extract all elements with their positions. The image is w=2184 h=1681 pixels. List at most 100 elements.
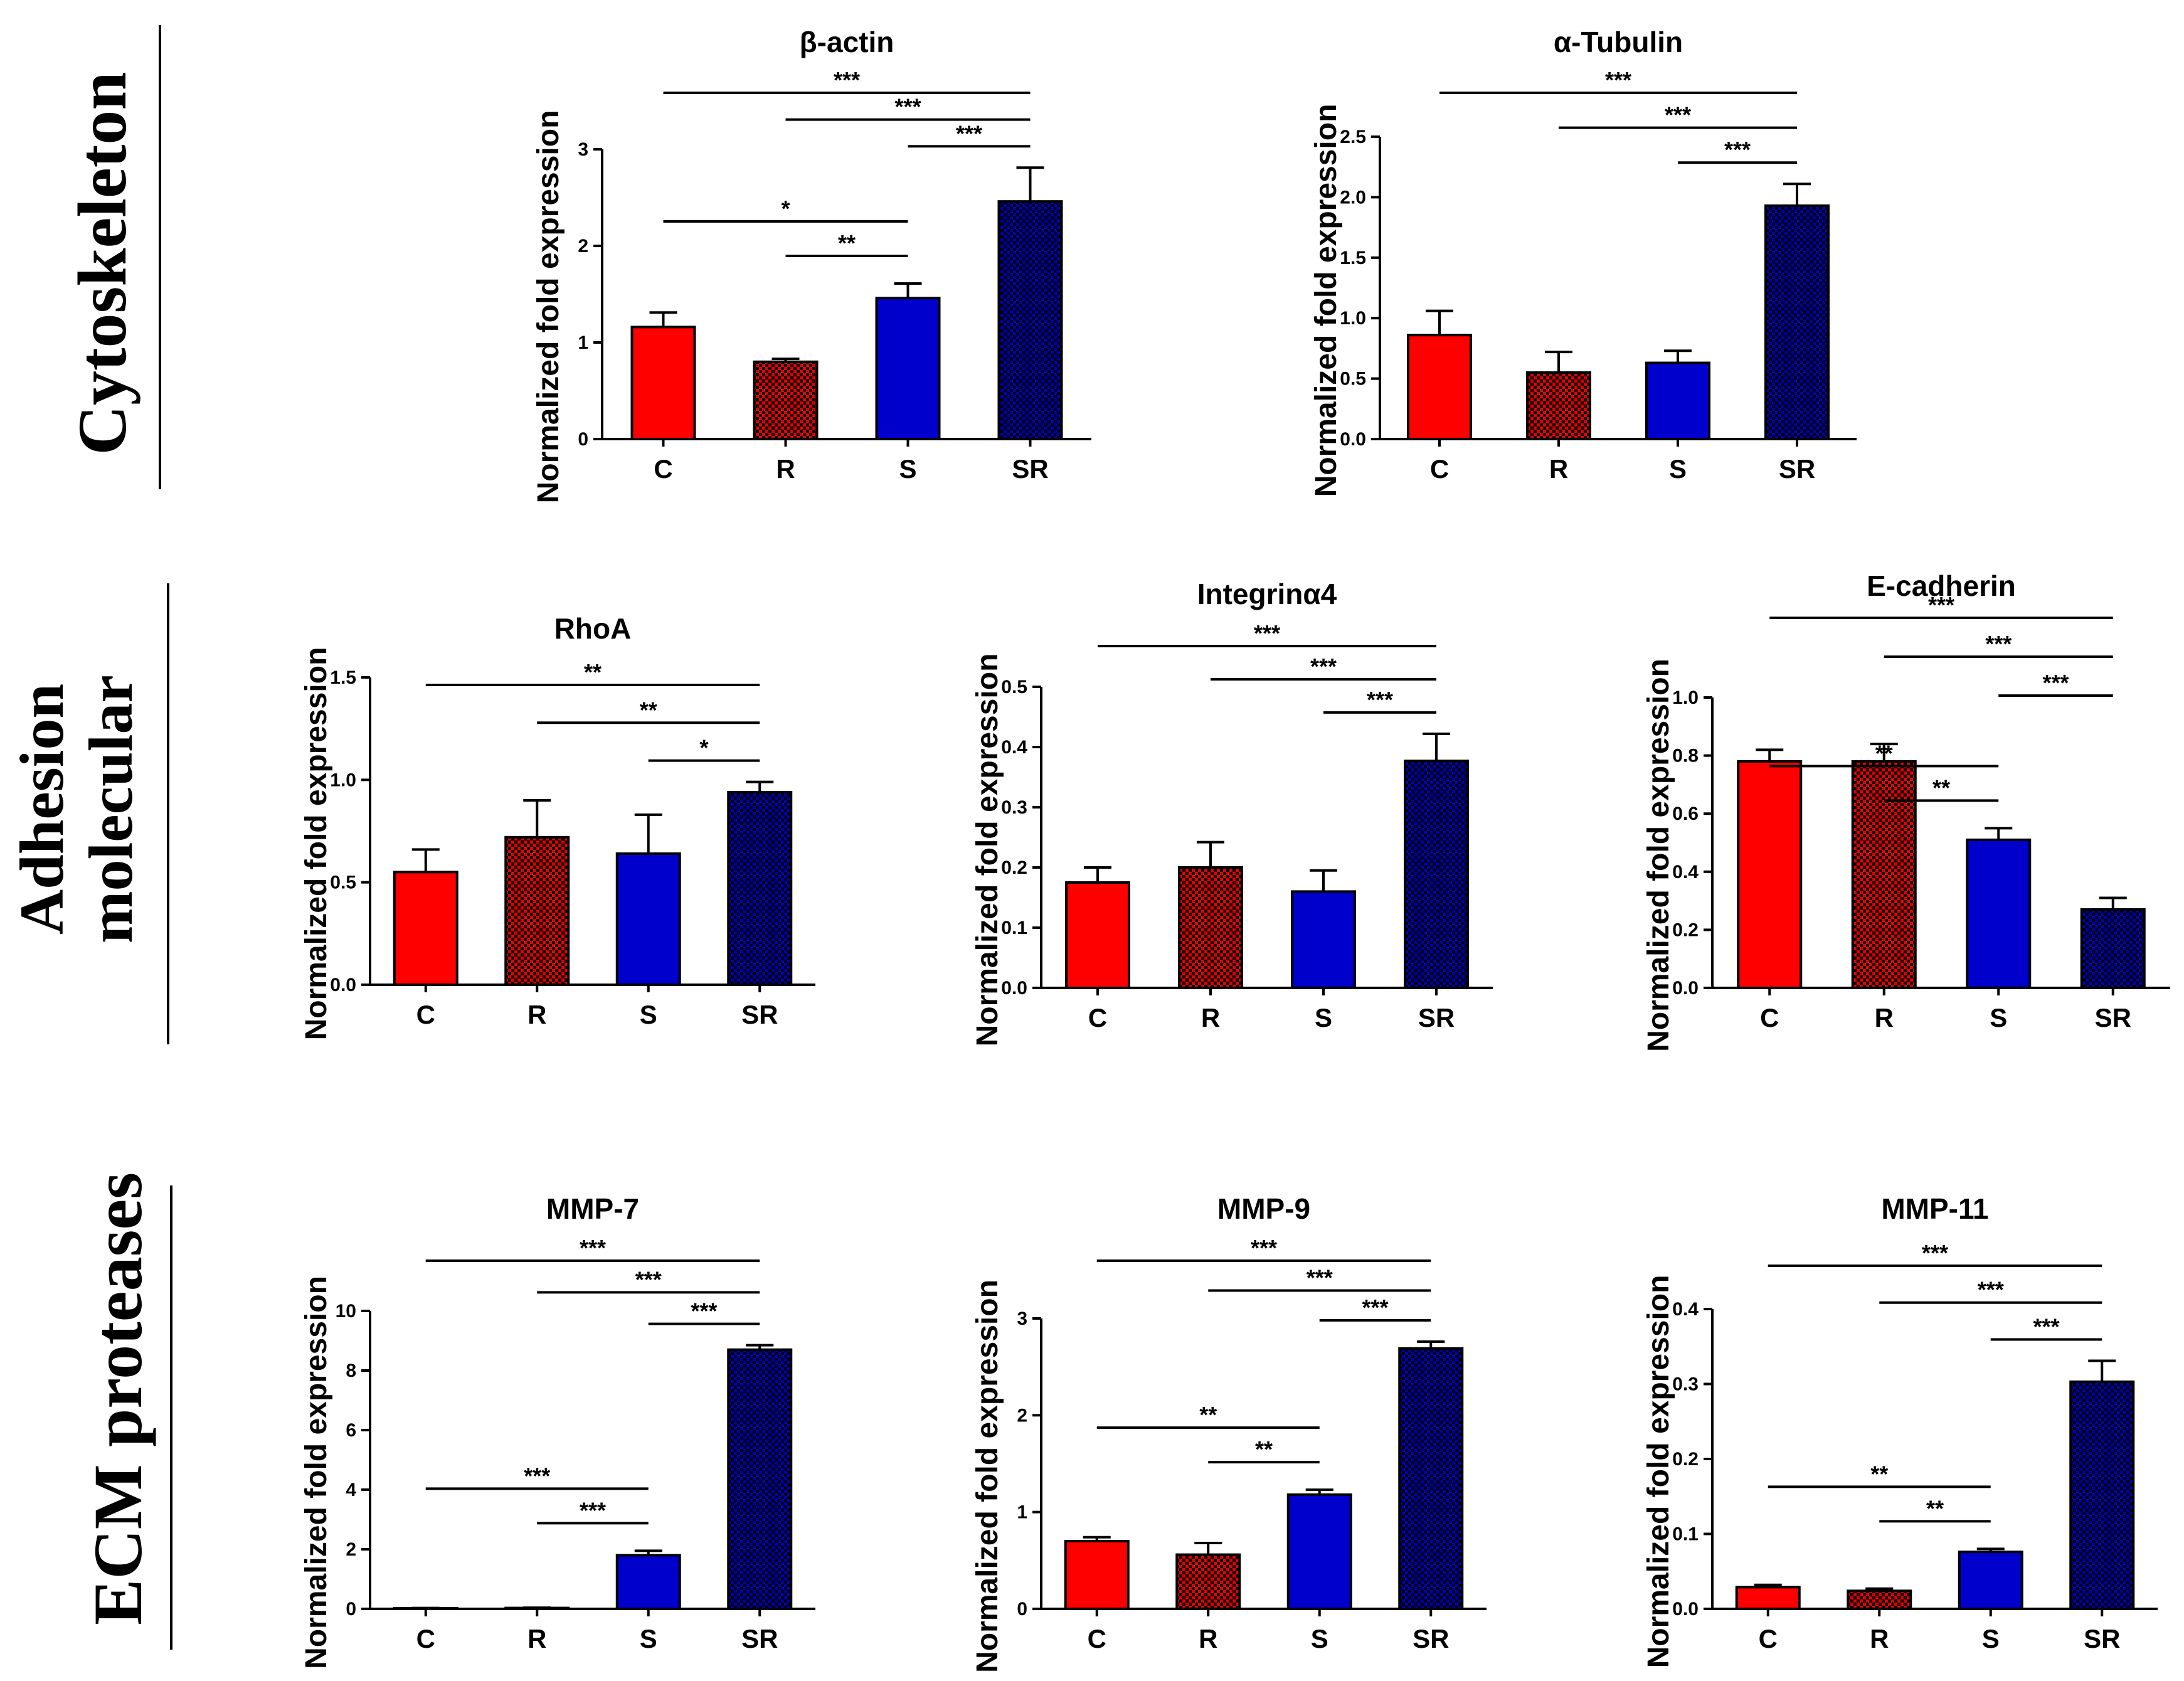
bar-r	[1851, 760, 1917, 989]
y-tick-label: 0.2	[1001, 857, 1027, 878]
y-tick-label: 4	[346, 1480, 356, 1500]
bar-sr	[2080, 908, 2146, 989]
section-adhesion: Adhesion molecular	[7, 583, 169, 1044]
x-tick-label: SR	[2095, 1003, 2131, 1032]
bar-c	[393, 871, 459, 987]
y-tick-label: 0.5	[330, 872, 356, 893]
x-tick-label: S	[899, 454, 916, 484]
significance-label: ***	[1254, 620, 1280, 646]
x-tick-label: SR	[1418, 1003, 1455, 1032]
chart-title: RhoA	[554, 612, 632, 645]
chart-title: β-actin	[800, 26, 894, 58]
significance-label: ***	[580, 1235, 606, 1261]
significance-label: ***	[834, 67, 860, 93]
bar-sr	[2069, 1380, 2135, 1611]
significance-label: *	[699, 735, 708, 761]
bar-s	[875, 297, 941, 440]
y-tick-label: 0.2	[1672, 920, 1699, 940]
x-tick-label: SR	[2084, 1624, 2120, 1653]
x-tick-label: R	[527, 1624, 546, 1653]
significance-label: **	[584, 659, 602, 685]
x-tick-label: R	[776, 454, 795, 484]
x-tick-label: R	[1870, 1624, 1889, 1653]
significance-label: **	[838, 230, 856, 256]
bar-s	[1286, 1493, 1352, 1611]
chart-title: α-Tubulin	[1554, 26, 1683, 58]
bar-c	[1407, 334, 1472, 441]
y-axis-label: Normalized fold expression	[971, 654, 1004, 1047]
bar-c	[630, 326, 696, 440]
y-tick-label: 0.2	[1672, 1449, 1699, 1470]
y-tick-label: 0.4	[1672, 862, 1699, 883]
x-tick-label: SR	[741, 1000, 778, 1029]
y-tick-label: 2	[346, 1539, 356, 1560]
x-tick-label: S	[1990, 1003, 2007, 1032]
y-tick-label: 0	[1017, 1599, 1027, 1620]
x-tick-label: S	[640, 1000, 657, 1029]
section-ecm: ECM proteases	[80, 1172, 172, 1650]
bar-r	[1526, 371, 1591, 441]
bar-c	[1737, 760, 1803, 989]
x-tick-label: R	[1201, 1003, 1220, 1032]
significance-label: ***	[2042, 670, 2069, 696]
significance-label: ***	[1922, 1240, 1948, 1266]
chart-title: MMP-11	[1881, 1192, 1988, 1225]
x-tick-label: C	[1088, 1003, 1107, 1032]
significance-label: ***	[1307, 1265, 1333, 1291]
y-tick-label: 0.4	[1001, 737, 1027, 758]
bar-r	[1847, 1589, 1912, 1611]
x-tick-label: SR	[1779, 454, 1815, 484]
y-tick-label: 0.3	[1672, 1374, 1699, 1395]
bar-sr	[1398, 1347, 1464, 1610]
y-axis-label: Normalized fold expression	[532, 110, 565, 504]
x-tick-label: SR	[1413, 1624, 1449, 1653]
bar-r	[504, 835, 570, 987]
y-tick-label: 1.0	[1672, 687, 1699, 708]
significance-label: ***	[1367, 687, 1393, 713]
x-tick-label: S	[640, 1624, 657, 1653]
bar-c	[1064, 1539, 1130, 1610]
bar-r	[504, 1606, 570, 1610]
x-tick-label: C	[1430, 454, 1449, 484]
y-tick-label: 0.6	[1672, 803, 1699, 824]
section-label-ecm: ECM proteases	[80, 1172, 156, 1625]
y-tick-label: 10	[336, 1301, 356, 1322]
bar-sr	[727, 1348, 793, 1610]
significance-label: **	[1875, 740, 1893, 766]
y-tick-label: 0.3	[1001, 797, 1027, 818]
x-tick-label: R	[1875, 1003, 1894, 1032]
significance-label: **	[1870, 1461, 1888, 1487]
x-tick-label: C	[1759, 1624, 1778, 1653]
y-tick-label: 1	[578, 332, 588, 353]
significance-label: ***	[1928, 592, 1954, 618]
x-tick-label: SR	[741, 1624, 778, 1653]
significance-label: ***	[1362, 1295, 1388, 1320]
bar-c	[1735, 1586, 1801, 1610]
bar-s	[1291, 890, 1356, 990]
section-label-cytoskeleton: Cytoskeleton	[64, 72, 140, 455]
bar-r	[1178, 866, 1243, 989]
x-tick-label: S	[1315, 1003, 1332, 1032]
y-tick-label: 1.0	[1340, 308, 1366, 329]
y-tick-label: 0	[346, 1599, 356, 1620]
y-axis-label: Normalized fold expression	[1642, 1275, 1675, 1668]
y-tick-label: 2	[578, 236, 588, 257]
bar-s	[1645, 361, 1710, 441]
bar-sr	[727, 790, 793, 987]
chart-title: MMP-7	[546, 1192, 639, 1225]
significance-label: ***	[1724, 137, 1751, 162]
chart-beta-actin: β-actin Normalized fold expression 0 1 2 3 C R S…	[532, 26, 1091, 503]
significance-label: ***	[1310, 654, 1337, 679]
y-tick-label: 0.4	[1672, 1299, 1699, 1320]
bar-c	[393, 1607, 459, 1611]
bar-c	[1065, 881, 1130, 989]
bar-s	[615, 852, 681, 987]
section-label-adhesion-line1: Adhesion	[7, 684, 77, 935]
y-tick-label: 1.0	[330, 770, 356, 790]
y-tick-label: 0.1	[1001, 918, 1027, 938]
